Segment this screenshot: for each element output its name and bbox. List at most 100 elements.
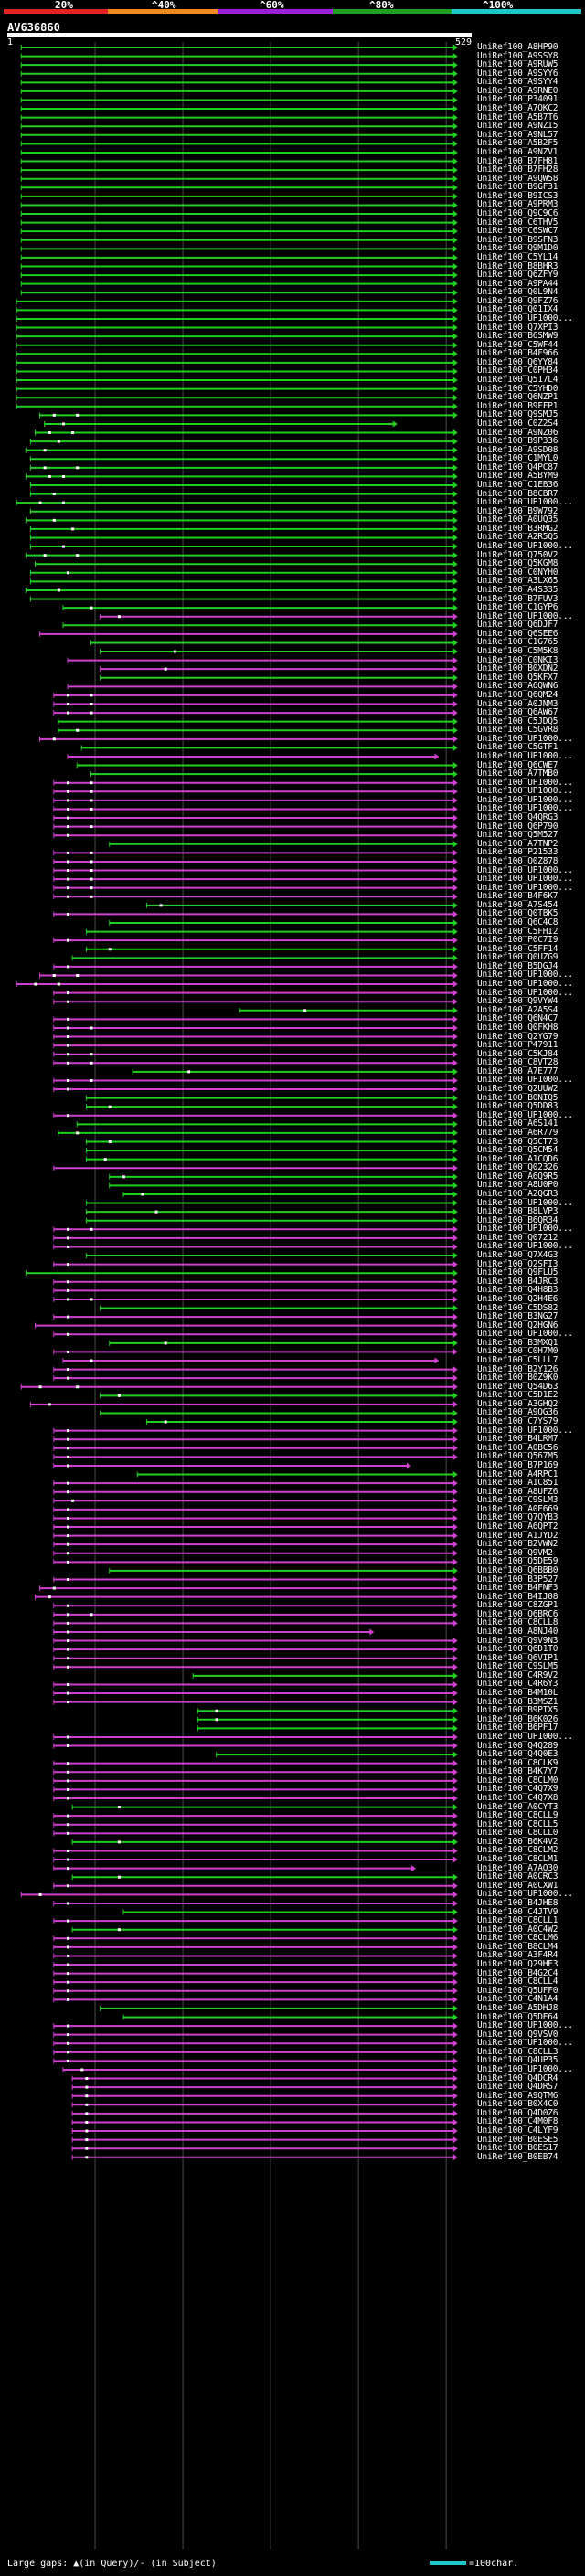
hit-label[interactable]: UniRef100_Q6CWE7 (477, 759, 558, 770)
hit-label[interactable]: UniRef100_C8ZGP1 (477, 1600, 558, 1611)
hit-label[interactable]: UniRef100_Q54D63 (477, 1381, 558, 1392)
hit-label[interactable]: UniRef100_C8CLM2 (477, 1845, 558, 1856)
hit-label[interactable]: UniRef100_Q5DE64 (477, 2011, 558, 2022)
hit-label[interactable]: UniRef100_B4G2C4 (477, 1967, 558, 1978)
hit-label[interactable]: UniRef100_A7TMB0 (477, 769, 558, 779)
hit-label[interactable]: UniRef100_A7S454 (477, 899, 558, 910)
hit-label[interactable]: UniRef100_UP1000... (477, 1241, 573, 1252)
hit-label[interactable]: UniRef100_C6THV5 (477, 217, 558, 228)
hit-label[interactable]: UniRef100_Q07212 (477, 1232, 558, 1243)
hit-label[interactable]: UniRef100_A0UQ35 (477, 514, 558, 525)
hit-label[interactable]: UniRef100_A0CYT3 (477, 1801, 558, 1812)
hit-label[interactable]: UniRef100_C8CLM0 (477, 1775, 558, 1786)
hit-label[interactable]: UniRef100_C8CLM6 (477, 1933, 558, 1944)
hit-label[interactable]: UniRef100_B0XDN2 (477, 663, 558, 674)
hit-label[interactable]: UniRef100_C5FF14 (477, 943, 558, 954)
hit-label[interactable]: UniRef100_UP1000... (477, 2020, 573, 2031)
hit-label[interactable]: UniRef100_Q6C4C8 (477, 917, 558, 928)
hit-label[interactable]: UniRef100_UP1000... (477, 733, 573, 744)
hit-label[interactable]: UniRef100_C5KJ84 (477, 1048, 558, 1059)
hit-label[interactable]: UniRef100_B4F6K7 (477, 891, 558, 902)
hit-label[interactable]: UniRef100_B2Y126 (477, 1363, 558, 1374)
hit-label[interactable]: UniRef100_UP1000... (477, 497, 573, 508)
hit-label[interactable]: UniRef100_C0NYH0 (477, 567, 558, 578)
hit-label[interactable]: UniRef100_A7QKC2 (477, 103, 558, 114)
hit-label[interactable]: UniRef100_A2R5Q5 (477, 532, 558, 543)
hit-label[interactable]: UniRef100_A7AQ30 (477, 1862, 558, 1873)
hit-label[interactable]: UniRef100_Q4DRS7 (477, 2082, 558, 2093)
hit-label[interactable]: UniRef100_A9NL57 (477, 129, 558, 140)
hit-label[interactable]: UniRef100_Q29HE3 (477, 1959, 558, 1970)
hit-label[interactable]: UniRef100_A6QWN6 (477, 681, 558, 692)
hit-label[interactable]: UniRef100_Q6QM24 (477, 689, 558, 700)
hit-label[interactable]: UniRef100_C8CLL4 (477, 1977, 558, 1988)
hit-label[interactable]: UniRef100_Q6YY84 (477, 356, 558, 367)
hit-label[interactable]: UniRef100_Q4H8B3 (477, 1285, 558, 1296)
hit-label[interactable]: UniRef100_B5DGJ4 (477, 960, 558, 971)
hit-label[interactable]: UniRef100_UP1000... (477, 970, 573, 981)
hit-label[interactable]: UniRef100_B6PF17 (477, 1723, 558, 1733)
hit-label[interactable]: UniRef100_C8CLL5 (477, 1818, 558, 1829)
hit-label[interactable]: UniRef100_A5DHJ8 (477, 2002, 558, 2013)
hit-label[interactable]: UniRef100_Q6N4C7 (477, 1013, 558, 1024)
hit-label[interactable]: UniRef100_Q01IX4 (477, 304, 558, 315)
hit-label[interactable]: UniRef100_Q9VSV0 (477, 2029, 558, 2040)
hit-label[interactable]: UniRef100_B3P527 (477, 1574, 558, 1585)
hit-label[interactable]: UniRef100_C6SWC7 (477, 226, 558, 237)
hit-label[interactable]: UniRef100_A0BC56 (477, 1442, 558, 1453)
hit-label[interactable]: UniRef100_Q9V9N3 (477, 1635, 558, 1646)
hit-label[interactable]: UniRef100_UP1000... (477, 1731, 573, 1742)
hit-label[interactable]: UniRef100_Q5DD83 (477, 1101, 558, 1112)
hit-label[interactable]: UniRef100_B0EB74 (477, 2151, 558, 2162)
hit-label[interactable]: UniRef100_B6SMW9 (477, 331, 558, 342)
hit-label[interactable]: UniRef100_Q4Q289 (477, 1740, 558, 1751)
hit-label[interactable]: UniRef100_C8CLK9 (477, 1757, 558, 1768)
hit-label[interactable]: UniRef100_A9QW58 (477, 173, 558, 184)
hit-label[interactable]: UniRef100_B3MXQ1 (477, 1337, 558, 1348)
hit-label[interactable]: UniRef100_B9PIX5 (477, 1705, 558, 1716)
hit-label[interactable]: UniRef100_Q567M5 (477, 1451, 558, 1462)
hit-label[interactable]: UniRef100_UP1000... (477, 750, 573, 761)
hit-label[interactable]: UniRef100_A5B7T6 (477, 111, 558, 122)
hit-label[interactable]: UniRef100_A2QGR3 (477, 1188, 558, 1199)
hit-label[interactable]: UniRef100_C5D1E2 (477, 1390, 558, 1401)
hit-label[interactable]: UniRef100_C5YHD0 (477, 383, 558, 394)
hit-label[interactable]: UniRef100_B7FUV3 (477, 593, 558, 604)
hit-label[interactable]: UniRef100_Q7X4G3 (477, 1250, 558, 1261)
hit-label[interactable]: UniRef100_UP1000... (477, 1197, 573, 1208)
hit-label[interactable]: UniRef100_Q6VIP1 (477, 1652, 558, 1663)
hit-label[interactable]: UniRef100_B9W792 (477, 505, 558, 516)
hit-label[interactable]: UniRef100_A9SYY4 (477, 77, 558, 88)
hit-label[interactable]: UniRef100_Q4UP35 (477, 2055, 558, 2066)
hit-label[interactable]: UniRef100_A6S141 (477, 1118, 558, 1129)
hit-label[interactable]: UniRef100_A5BYM9 (477, 471, 558, 482)
hit-label[interactable]: UniRef100_Q9SMJ5 (477, 409, 558, 420)
hit-label[interactable]: UniRef100_C9SLM5 (477, 1661, 558, 1672)
hit-label[interactable]: UniRef100_B8CLM4 (477, 1941, 558, 1952)
hit-label[interactable]: UniRef100_UP1000... (477, 2063, 573, 2074)
hit-label[interactable]: UniRef100_B6K4V2 (477, 1836, 558, 1847)
hit-label[interactable]: UniRef100_A0CRC3 (477, 1871, 558, 1882)
hit-label[interactable]: UniRef100_P34091 (477, 94, 558, 105)
hit-label[interactable]: UniRef100_A1C851 (477, 1478, 558, 1489)
hit-label[interactable]: UniRef100_C0H7M0 (477, 1346, 558, 1357)
hit-label[interactable]: UniRef100_A6QPT2 (477, 1521, 558, 1532)
hit-label[interactable]: UniRef100_B4FNF3 (477, 1583, 558, 1594)
hit-label[interactable]: UniRef100_B0Z9K0 (477, 1373, 558, 1383)
hit-label[interactable]: UniRef100_A6R779 (477, 1127, 558, 1138)
hit-label[interactable]: UniRef100_Q9VM2 (477, 1547, 553, 1558)
hit-label[interactable]: UniRef100_C5WF44 (477, 339, 558, 350)
hit-label[interactable]: UniRef100_A4RPC1 (477, 1468, 558, 1479)
hit-label[interactable]: UniRef100_A9QG36 (477, 1407, 558, 1418)
hit-label[interactable]: UniRef100_C1EB36 (477, 480, 558, 490)
hit-label[interactable]: UniRef100_B9SFN3 (477, 234, 558, 245)
hit-label[interactable]: UniRef100_C8CLL3 (477, 2046, 558, 2057)
hit-label[interactable]: UniRef100_Q517L4 (477, 375, 558, 386)
hit-label[interactable]: UniRef100_Q2HGN6 (477, 1320, 558, 1330)
hit-label[interactable]: UniRef100_A8NJ40 (477, 1626, 558, 1637)
hit-label[interactable]: UniRef100_A6Q9R5 (477, 1171, 558, 1182)
hit-label[interactable]: UniRef100_A9SYY6 (477, 68, 558, 79)
hit-label[interactable]: UniRef100_C8CLL0 (477, 1828, 558, 1839)
hit-label[interactable]: UniRef100_Q6BBB0 (477, 1564, 558, 1575)
hit-label[interactable]: UniRef100_B8LVP3 (477, 1206, 558, 1217)
